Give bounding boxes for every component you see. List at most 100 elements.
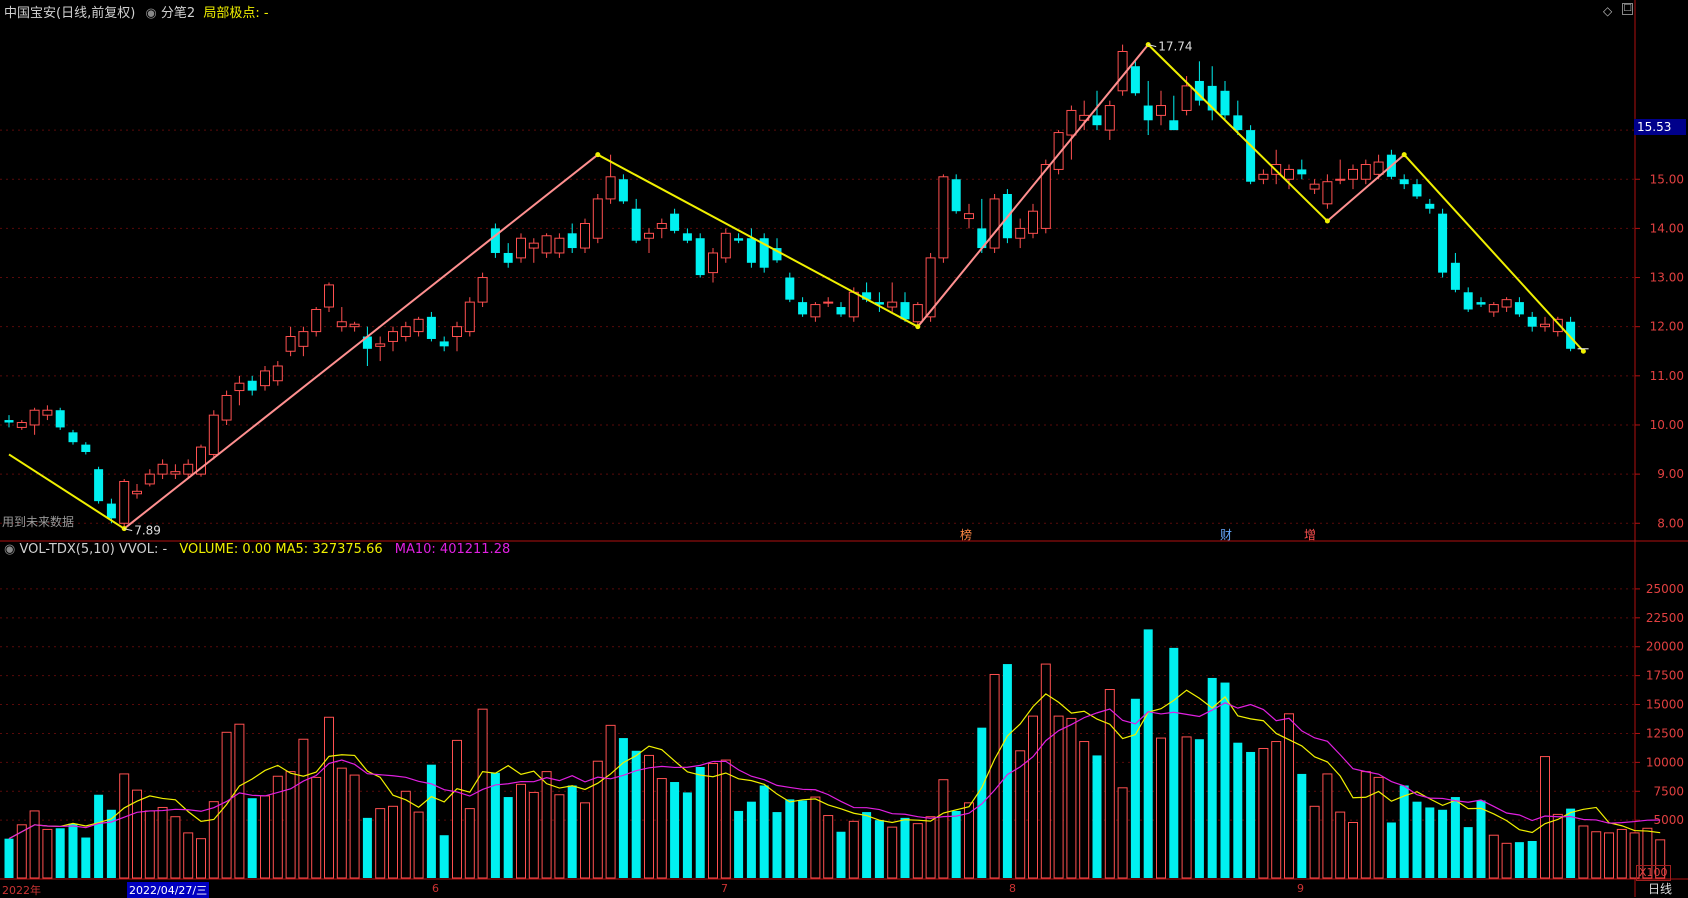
candle-body bbox=[1156, 105, 1166, 116]
indicator-local-extreme[interactable]: 局部极点: - bbox=[203, 6, 269, 21]
candle bbox=[1143, 80, 1153, 136]
candle bbox=[1117, 44, 1128, 96]
candle-body bbox=[938, 176, 949, 259]
settings-circle-icon[interactable]: ◉ bbox=[145, 6, 157, 21]
volume-bar bbox=[4, 838, 14, 878]
candle-body bbox=[247, 380, 257, 391]
volume-indicator-name[interactable]: VOL-TDX(5,10) bbox=[19, 542, 115, 557]
candle-body bbox=[1412, 184, 1422, 197]
volume-multiplier[interactable]: X100 bbox=[1636, 865, 1671, 881]
volume-bar bbox=[298, 738, 309, 879]
zigzag-pivot bbox=[1324, 218, 1330, 224]
candle-body bbox=[272, 365, 283, 382]
candle bbox=[1028, 203, 1038, 239]
candle bbox=[477, 272, 488, 308]
volume-bar bbox=[439, 835, 449, 878]
volume-tick-label: 17500 bbox=[1646, 669, 1684, 683]
candle-body bbox=[285, 336, 296, 352]
volume-bar bbox=[720, 759, 731, 879]
chart-header: 中国宝安(日线,前复权) ◉ 分笔2 局部极点: - bbox=[4, 2, 269, 21]
volume-settings-icon[interactable]: ◉ bbox=[4, 542, 16, 557]
candle-body bbox=[1284, 168, 1294, 180]
candle bbox=[1194, 61, 1204, 106]
candle bbox=[656, 218, 667, 239]
candle bbox=[183, 459, 194, 480]
candle bbox=[1399, 174, 1409, 190]
candle bbox=[887, 282, 898, 312]
candle-body bbox=[1425, 203, 1435, 209]
candle bbox=[1360, 159, 1371, 185]
candle bbox=[311, 307, 322, 337]
volume-bar bbox=[644, 754, 654, 879]
candle bbox=[1373, 154, 1384, 180]
volume-value: VOLUME: 0.00 bbox=[179, 542, 272, 557]
indicator-fenbi[interactable]: 分笔2 bbox=[160, 6, 196, 21]
volume-bar bbox=[580, 802, 590, 879]
candle bbox=[221, 390, 232, 425]
volume-bar bbox=[848, 820, 859, 879]
candle bbox=[720, 228, 731, 263]
volume-bar bbox=[157, 806, 168, 879]
volume-bar bbox=[400, 790, 411, 879]
selected-date[interactable]: 2022/04/27/三 bbox=[127, 882, 210, 898]
candle bbox=[94, 466, 104, 504]
volume-bar bbox=[887, 826, 898, 879]
candle-body bbox=[311, 308, 322, 333]
candle-body bbox=[1297, 169, 1307, 175]
diamond-icon[interactable]: ◇ bbox=[1603, 4, 1613, 18]
candle-body bbox=[29, 409, 40, 426]
volume-bar bbox=[1053, 715, 1064, 879]
volume-bar bbox=[1079, 741, 1090, 879]
candle bbox=[132, 483, 142, 499]
candle-body bbox=[1450, 262, 1460, 290]
volume-bar bbox=[1514, 842, 1524, 878]
candle-body bbox=[746, 238, 756, 263]
candle-body bbox=[1053, 132, 1064, 170]
candle-body bbox=[1194, 80, 1204, 101]
volume-bar bbox=[1335, 811, 1346, 879]
volume-bar bbox=[16, 824, 27, 879]
annotation-label: 17.74 bbox=[1158, 40, 1192, 54]
candle-body bbox=[977, 228, 987, 249]
candle bbox=[874, 292, 884, 312]
candle bbox=[1540, 316, 1550, 332]
candle-body bbox=[1514, 302, 1524, 315]
volume-bar bbox=[285, 771, 296, 879]
candle-body bbox=[1040, 164, 1051, 229]
volume-bar bbox=[977, 727, 987, 878]
candle bbox=[836, 302, 846, 317]
zigzag-pivot bbox=[1580, 348, 1586, 354]
candle-body bbox=[1552, 318, 1563, 333]
last-price-badge: 15.53 bbox=[1634, 119, 1686, 135]
volume-bar bbox=[1450, 797, 1460, 878]
zigzag-pivot bbox=[595, 152, 601, 158]
volume-tick-label: 15000 bbox=[1646, 698, 1684, 712]
volume-bar bbox=[1130, 698, 1140, 878]
candle-body bbox=[362, 336, 372, 349]
flag-bang[interactable]: 榜 bbox=[960, 528, 973, 542]
flag-cai[interactable]: 财 bbox=[1220, 528, 1233, 542]
candle-body bbox=[260, 370, 270, 387]
volume-bar bbox=[490, 772, 500, 878]
date-label-start: 2022年 bbox=[2, 884, 41, 897]
candle-body bbox=[1527, 316, 1537, 327]
date-label-july: 7 bbox=[721, 882, 728, 895]
candle-body bbox=[132, 490, 142, 495]
zigzag-segment bbox=[1326, 153, 1405, 222]
volume-bar bbox=[1297, 773, 1307, 878]
candle bbox=[605, 154, 616, 204]
volume-bar bbox=[708, 763, 718, 879]
candle-body bbox=[464, 301, 475, 333]
candle-body bbox=[989, 198, 1000, 249]
date-label-june: 6 bbox=[432, 882, 439, 895]
period-label[interactable]: 日线 bbox=[1648, 882, 1673, 896]
volume-bar bbox=[1156, 737, 1166, 879]
volume-bar bbox=[144, 810, 155, 879]
restore-window-icon[interactable]: □ bbox=[1622, 3, 1633, 15]
candle-body bbox=[1476, 302, 1486, 305]
volume-bar bbox=[106, 809, 116, 878]
flag-zeng[interactable]: 增 bbox=[1304, 528, 1317, 542]
candle-body bbox=[68, 432, 78, 443]
stock-title[interactable]: 中国宝安(日线,前复权) bbox=[4, 6, 136, 21]
